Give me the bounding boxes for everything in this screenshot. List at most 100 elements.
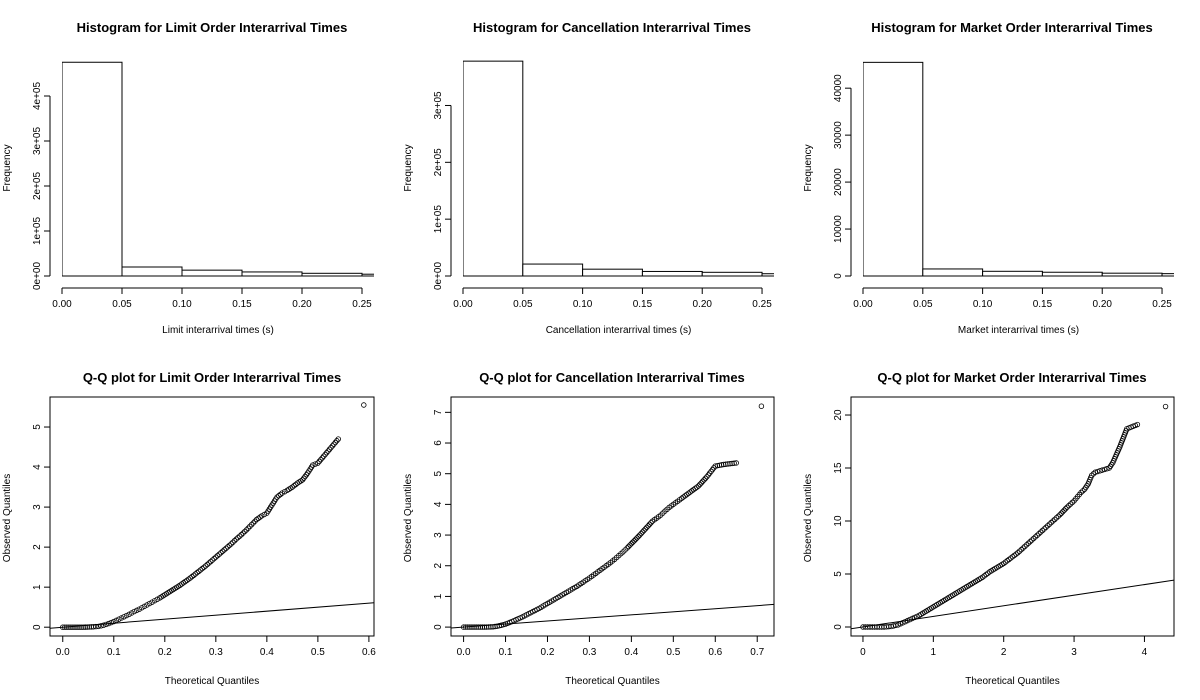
qq-point	[216, 551, 222, 557]
qq-point	[274, 494, 280, 500]
y-tick-label: 20	[833, 409, 844, 421]
qq-point	[230, 539, 236, 546]
y-tick-label: 4e+05	[32, 82, 43, 111]
qq-point	[1090, 471, 1097, 477]
y-tick-label: 30000	[833, 121, 844, 149]
qq-point	[228, 541, 234, 547]
qq-point	[1080, 488, 1086, 494]
qq-point	[191, 572, 197, 578]
qq-point	[225, 544, 231, 550]
qq-point	[1052, 516, 1058, 523]
y-tick-label: 5	[32, 424, 43, 430]
qq-point	[323, 450, 330, 456]
x-axis: 0.00 0.05 0.10 0.15 0.20 0.25	[453, 287, 772, 310]
x-axis-label: Theoretical Quantiles	[965, 676, 1060, 687]
y-tick-label: 4	[32, 464, 43, 470]
y-axis-label: Frequency	[803, 144, 814, 191]
qq-point	[642, 526, 649, 532]
y-tick-label: 10	[833, 515, 844, 527]
qq-point	[235, 534, 241, 541]
qq-point	[279, 490, 285, 496]
x-tick-label: 0.5	[666, 647, 680, 658]
qq-point	[638, 530, 644, 537]
y-tick-label: 3e+05	[433, 91, 444, 120]
x-axis: 0.00 0.05 0.10 0.15 0.20 0.25	[52, 287, 372, 310]
y-axis: 0 10000 20000 30000 40000	[833, 74, 852, 279]
qq-point	[194, 569, 200, 576]
qq-point	[701, 477, 707, 483]
qq-point	[108, 619, 114, 626]
y-tick-label: 7	[433, 409, 444, 415]
qq-point	[1036, 531, 1042, 537]
qq-point	[329, 443, 336, 449]
qq-point	[303, 472, 310, 478]
qq-point	[310, 462, 316, 468]
qq-point	[302, 473, 308, 480]
y-tick-label: 6	[433, 440, 444, 446]
qq-point	[60, 624, 66, 630]
x-tick-label: 0.20	[1092, 299, 1112, 310]
y-axis-label: Frequency	[2, 144, 13, 191]
x-tick-label: 0.6	[708, 647, 722, 658]
qq-point	[146, 600, 153, 607]
histogram-bar	[522, 263, 584, 277]
qq-point	[62, 624, 68, 630]
qq-point	[78, 624, 84, 630]
qq-point	[214, 552, 221, 559]
qq-point	[697, 481, 703, 488]
qq-point	[209, 557, 216, 563]
x-tick-label: 0.05	[112, 299, 132, 310]
qq-point	[80, 624, 86, 630]
qq-point	[483, 624, 490, 630]
x-tick-label: 0.20	[692, 299, 712, 310]
x-tick-label: 0.00	[52, 299, 72, 310]
qq-point	[630, 539, 636, 545]
qq-point	[144, 602, 150, 608]
y-axis: 0 1 2 3 4 5	[32, 424, 51, 630]
qq-point	[316, 458, 323, 465]
qq-point	[332, 439, 339, 446]
qq-point	[331, 441, 337, 447]
plot-area	[463, 60, 774, 277]
x-tick-label: 0.05	[513, 299, 533, 310]
y-tick-label: 2e+05	[32, 172, 43, 201]
histogram-bar	[301, 272, 363, 277]
qq-point	[1066, 502, 1072, 509]
qq-point	[68, 624, 74, 630]
y-tick-label: 2	[32, 544, 43, 550]
plot-area	[863, 61, 1174, 277]
qq-point	[70, 624, 76, 630]
qq-point	[639, 529, 646, 535]
qq-point	[141, 603, 148, 610]
qq-point	[113, 617, 120, 624]
x-tick-label: 0.25	[752, 299, 772, 310]
qq-point	[645, 523, 651, 529]
y-tick-label: 40000	[833, 74, 844, 102]
y-tick-label: 3	[32, 504, 43, 510]
qq-point	[1069, 499, 1076, 506]
y-tick-label: 1	[433, 593, 444, 599]
qq-point	[206, 560, 212, 566]
y-axis: 0 1 2 3 4 5 6 7	[433, 409, 452, 630]
qq-point	[121, 614, 127, 620]
y-tick-label: 5	[833, 571, 844, 577]
x-tick-label: 0.15	[1033, 299, 1053, 310]
qq-point	[259, 513, 265, 519]
qq-point	[1018, 546, 1024, 553]
y-tick-label: 4	[433, 501, 444, 507]
qq-point	[731, 460, 737, 466]
y-tick-label: 5	[433, 470, 444, 476]
histogram-bar	[1101, 272, 1163, 277]
qq-point	[1053, 515, 1060, 521]
histogram-bar	[922, 268, 984, 277]
qq-point	[238, 532, 245, 538]
x-tick-label: 0.10	[973, 299, 993, 310]
x-tick-label: 0.25	[1152, 299, 1172, 310]
qq-point	[1046, 521, 1053, 527]
qq-reference-line	[451, 603, 774, 629]
x-tick-label: 0.2	[541, 647, 555, 658]
qq-point	[632, 536, 639, 543]
plot-area	[50, 402, 374, 630]
qq-point	[151, 598, 158, 604]
qq-point	[322, 451, 328, 458]
